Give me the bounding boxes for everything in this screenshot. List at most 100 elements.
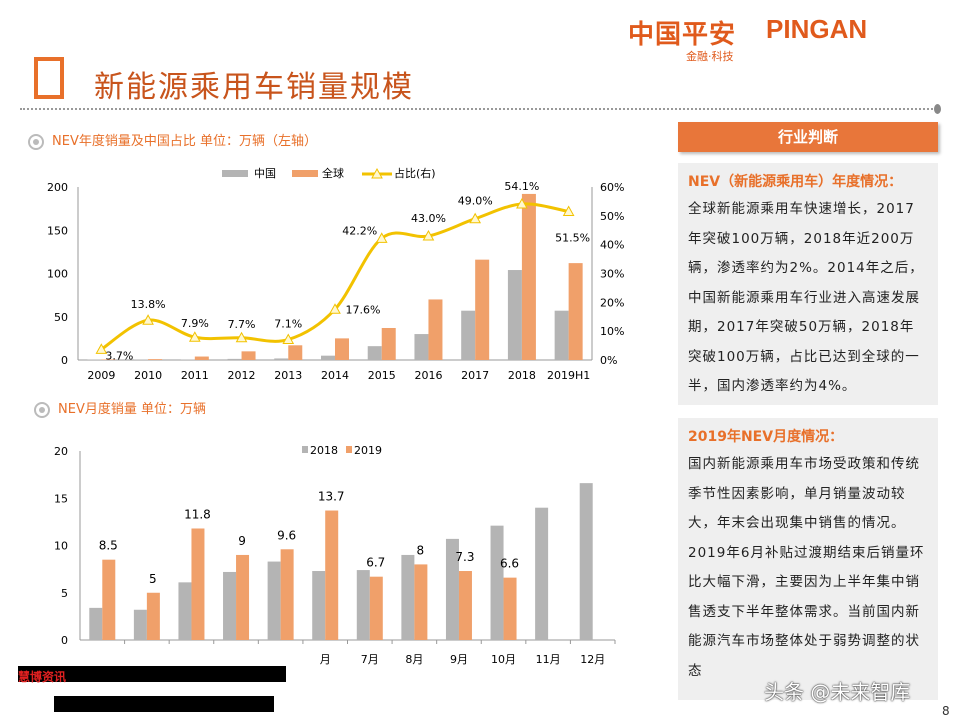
share-data-label: 7.7% [228,318,256,331]
share-marker [516,197,528,209]
pencil-note-icon [34,57,64,99]
bar-2019 [191,528,205,640]
share-marker [142,314,154,325]
bar-2019-data-label: 5 [149,572,157,586]
x-tick-label: 2014 [321,369,349,382]
bar-2019-data-label: 6.7 [366,556,385,570]
bar-china [414,334,429,360]
bar-2019-data-label: 8.5 [99,539,118,553]
divider-dot [934,104,941,114]
legend-2018-swatch [302,446,308,453]
y-tick-label: 200 [47,181,68,194]
share-data-label: 13.8% [131,298,166,311]
bar-global [428,299,443,360]
bar-2018 [490,525,504,640]
x-tick-label: 2018 [508,369,536,382]
page-title: 新能源乘用车销量规模 [94,70,414,105]
radio-bullet-icon [28,133,44,150]
y2-tick-label: 10% [600,325,624,338]
share-data-label: 42.2% [342,224,377,237]
bar-global [521,193,536,360]
y-tick-label: 100 [47,268,68,281]
y-tick-label: 5 [61,587,68,600]
bar-2018 [579,483,593,640]
bar-global [101,359,116,360]
share-marker [235,331,248,343]
bar-2019 [325,510,339,640]
bar-2018 [535,507,549,640]
bar-global [194,356,209,360]
bar-2019 [102,559,116,640]
bar-2018 [312,571,326,640]
bar-2019 [369,576,383,640]
bar-2019-data-label: 9 [238,534,246,548]
annual-chart: 0 50 100 150 200 0% 10% 20% 30% 40% 50% 60% 2009 2010… [47,166,624,382]
x-tick-label: 7月 [361,653,379,666]
x-tick-label: 12月 [580,653,605,666]
annual-summary-box: NEV（新能源乘用车）年度情况： 全球新能源乘用车快速增长，2017年突破100… [678,163,938,405]
legend-china-label: 中国 [254,167,276,180]
logo-en: PINGAN [766,14,868,44]
annual-section-title: NEV年度销量及中国占比 单位：万辆（左轴） [28,130,317,150]
legend-share-marker [371,167,383,179]
monthly-section-title: NEV月度销量 单位：万辆 [34,398,206,418]
bar-2018 [267,561,281,640]
y-tick-label: 10 [54,540,68,553]
bar-global [568,263,583,360]
bar-2018 [223,571,237,640]
bar-2019-data-label: 13.7 [318,490,345,504]
bar-china [227,358,242,360]
logo-cn: 中国平安 [628,20,737,50]
bar-2018 [89,607,103,640]
share-marker [329,303,341,314]
bar-2019 [414,564,428,640]
share-marker [375,232,388,243]
legend-global-swatch [292,170,318,177]
share-data-label: 7.9% [181,317,209,330]
logo-subtitle: 金融·科技 [686,50,734,63]
x-tick-label: 9月 [450,653,468,666]
x-tick-label: 2011 [181,369,209,382]
bar-2019-data-label: 6.6 [500,557,519,571]
bar-2019 [280,549,294,640]
bar-china [321,355,335,360]
source-brand: 慧博资讯 [18,670,67,684]
bar-global [381,327,396,360]
radio-bullet-icon [34,401,50,418]
y-tick-label: 150 [47,224,68,237]
panel-header: 行业判断 [678,122,938,152]
bar-2019-data-label: 8 [417,543,425,557]
divider [20,108,940,110]
y2-tick-label: 50% [600,210,624,223]
x-tick-label: 8月 [405,653,423,666]
bar-china [180,359,195,360]
legend-2019-label: 2019 [354,444,382,457]
share-marker [282,333,295,345]
legend-2019-swatch [346,446,352,453]
annual-summary-title: NEV（新能源乘用车）年度情况： [688,174,903,190]
x-tick-label: 2013 [274,369,302,382]
share-marker [562,205,575,217]
monthly-section-label: NEV月度销量 单位：万辆 [58,402,206,417]
y-tick-label: 50 [54,311,68,324]
share-data-label: 51.5% [555,232,590,245]
bar-2018 [178,582,192,640]
bar-2019-data-label: 9.6 [277,528,296,542]
y-tick-label: 0 [61,634,68,647]
share-data-label: 54.1% [504,180,539,193]
x-tick-label: 2015 [368,369,396,382]
bar-2018 [133,609,147,640]
share-marker [95,343,108,354]
share-data-label: 7.1% [274,318,302,331]
monthly-summary-text: 国内新能源乘用车市场受政策和传统季节性因素影响，单月销量波动较大，年末会出现集中… [688,456,925,679]
y2-tick-label: 30% [600,268,624,281]
legend-2018-label: 2018 [310,444,338,457]
bar-global [148,359,163,360]
monthly-summary-box: 2019年NEV月度情况： 国内新能源乘用车市场受政策和传统季节性因素影响，单月… [678,418,938,700]
bar-2019 [458,571,472,640]
bar-global [335,338,349,360]
x-tick-label: 月 [320,653,331,666]
share-marker [469,212,482,224]
redacted-note-bar [54,696,274,712]
redacted-source-bar: 慧博资讯 [18,666,286,684]
